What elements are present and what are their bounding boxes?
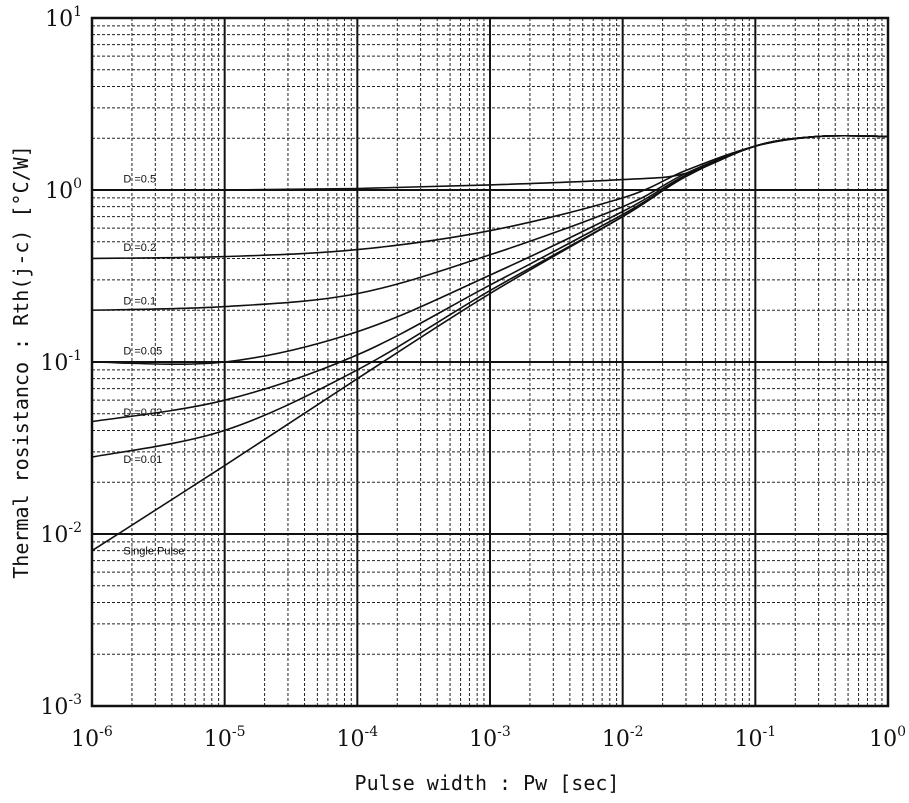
y-tick-label: 101: [45, 4, 82, 32]
x-tick-label: 10-4: [337, 724, 379, 752]
x-tick-label: 100: [869, 724, 906, 752]
y-tick-label: 10-3: [40, 692, 82, 720]
series-label-1: D =0.2: [123, 242, 156, 254]
series-label-2: D =0.1: [123, 295, 156, 307]
y-axis-title: Thermal rosistanco : Rth(j-c) [°C/W]: [9, 145, 33, 578]
x-tick-labels: 10-6 10-5 10-4 10-3 10-2 10-1 100: [71, 724, 906, 752]
grid: [90, 16, 890, 708]
series-line-6: [91, 134, 889, 552]
y-tick-label: 10-1: [40, 348, 82, 376]
series-label-3: D =0.05: [123, 345, 162, 357]
x-tick-label: 10-1: [735, 724, 777, 752]
series-label-6: Single Pulse: [123, 546, 184, 558]
series-label-0: D =0.5: [123, 173, 156, 185]
curve-labels: D =0.5 D =0.2 D =0.1 D =0.05 D =0.02 D =0.01 S…: [123, 173, 184, 557]
series-label-5: D =0.01: [123, 454, 162, 466]
x-tick-label: 10-5: [204, 724, 246, 752]
y-tick-labels: 10-3 10-2 10-1 100 101: [40, 4, 82, 720]
x-tick-label: 10-2: [602, 724, 644, 752]
y-tick-label: 10-2: [40, 520, 82, 548]
x-tick-label: 10-3: [469, 724, 511, 752]
x-axis-title: Pulse width : Pw [sec]: [355, 771, 620, 795]
x-tick-label: 10-6: [71, 724, 113, 752]
series-group: [91, 134, 889, 552]
series-label-4: D =0.02: [123, 407, 162, 419]
y-tick-label: 100: [45, 176, 82, 204]
